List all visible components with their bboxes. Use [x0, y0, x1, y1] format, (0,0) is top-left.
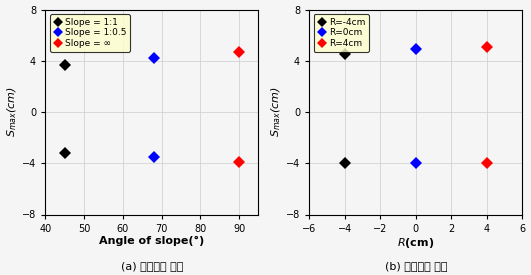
Legend: R=-4cm, R=0cm, R=4cm: R=-4cm, R=0cm, R=4cm — [314, 14, 369, 52]
Legend: Slope = 1:1, Slope = 1:0.5, Slope = ∞: Slope = 1:1, Slope = 1:0.5, Slope = ∞ — [50, 14, 130, 52]
Y-axis label: $S_{max}$(cm): $S_{max}$(cm) — [270, 87, 283, 138]
Text: (b) 마루수심 변화: (b) 마루수심 변화 — [384, 261, 447, 271]
X-axis label: $R$(cm): $R$(cm) — [397, 236, 434, 250]
X-axis label: Angle of slope(°): Angle of slope(°) — [99, 236, 204, 246]
Y-axis label: $S_{max}$(cm): $S_{max}$(cm) — [5, 87, 19, 138]
Text: (a) 사면경사 변화: (a) 사면경사 변화 — [121, 261, 183, 271]
